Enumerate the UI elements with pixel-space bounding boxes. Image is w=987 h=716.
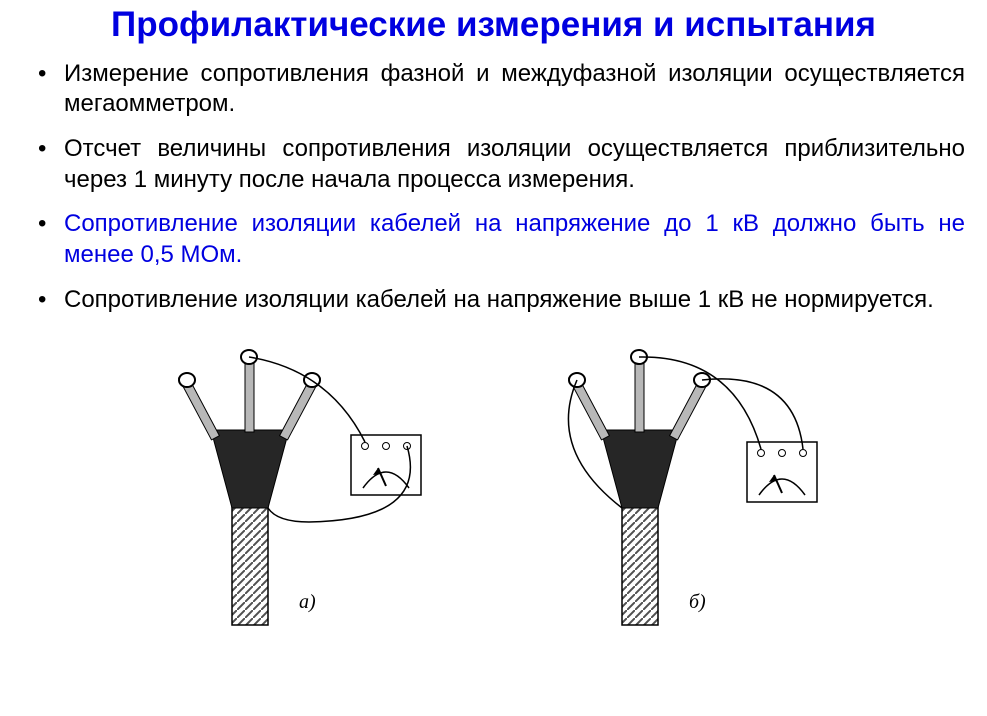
bullet-list: Измерение сопротивления фазной и междуфа… <box>22 59 965 316</box>
bullet-item: Измерение сопротивления фазной и междуфа… <box>38 59 965 120</box>
bullet-item: Сопротивление изоляции кабелей на напряж… <box>38 285 965 316</box>
diagram-a-label: а) <box>299 591 316 613</box>
diagram-b-label: б) <box>689 591 706 613</box>
bullet-item: Отсчет величины сопротивления изоляции о… <box>38 134 965 195</box>
diagram-row: а) <box>22 330 965 630</box>
diagram-a: а) <box>149 330 449 630</box>
diagram-b: б) <box>539 330 839 630</box>
bullet-item: Сопротивление изоляции кабелей на напряж… <box>38 209 965 270</box>
slide-title: Профилактические измерения и испытания <box>22 6 965 45</box>
